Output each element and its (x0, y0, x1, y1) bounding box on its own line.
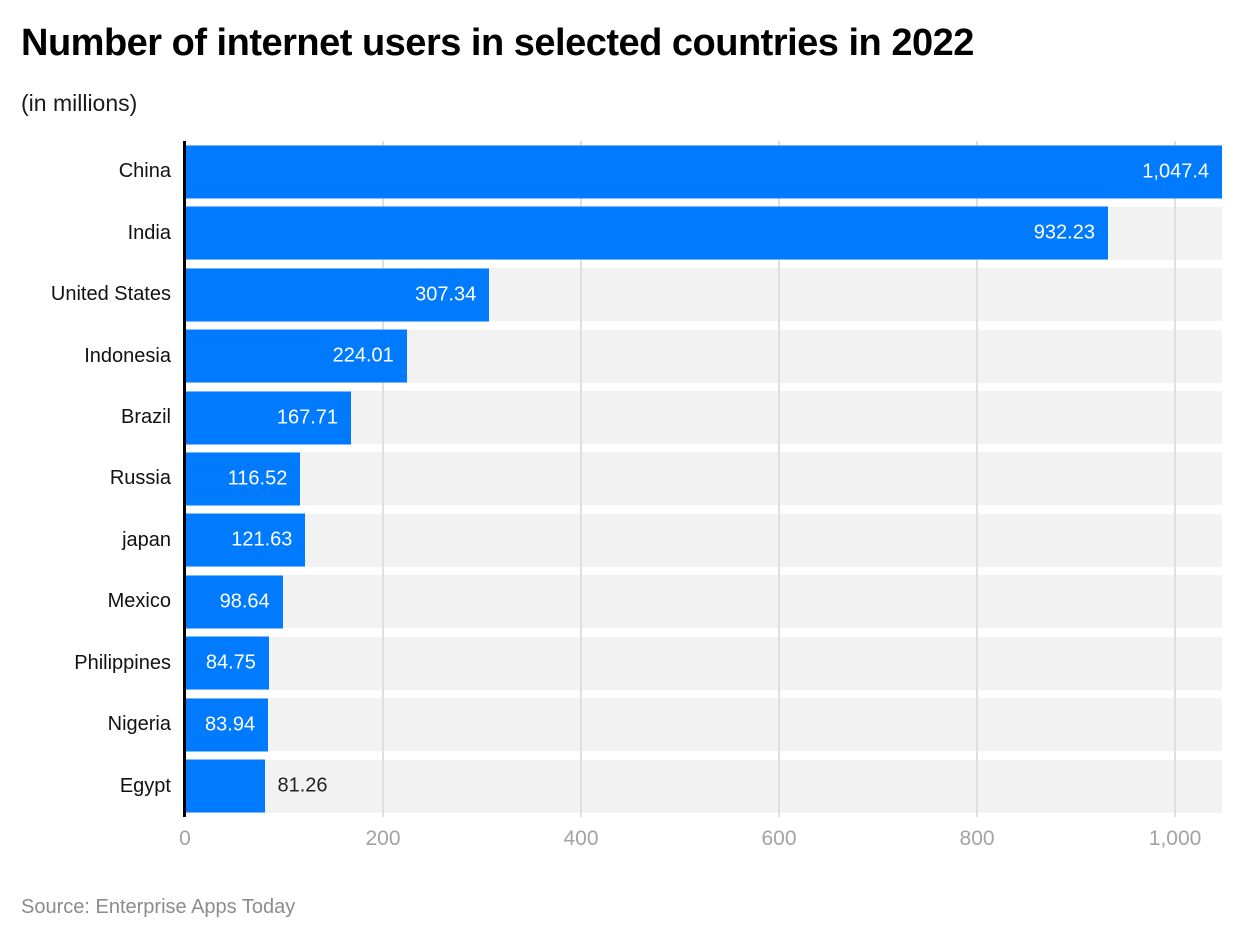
value-label: 121.63 (231, 528, 293, 551)
bar: 224.01 (185, 329, 407, 383)
bar: 1,047.4 (185, 145, 1222, 199)
value-label: 84.75 (205, 651, 256, 674)
value-label: 1,047.4 (1142, 160, 1209, 183)
category-label: Mexico (107, 590, 171, 613)
category-label: Egypt (119, 774, 171, 797)
category-label: Indonesia (84, 344, 171, 367)
chart-title: Number of internet users in selected cou… (21, 22, 974, 64)
x-tick-label-1,000: 1,000 (1148, 827, 1202, 850)
source-attribution: Source: Enterprise Apps Today (21, 896, 296, 918)
bar: 307.34 (185, 268, 490, 322)
category-label: India (127, 221, 171, 244)
category-label: Nigeria (107, 713, 171, 736)
bar-plot-cell: 83.94 (185, 694, 1222, 755)
bar-plot-cell: 224.01 (185, 325, 1222, 386)
bar-plot-cell: 307.34 (185, 264, 1222, 325)
bar-track (185, 759, 1222, 813)
bar-chart: China 1,047.4 India 932.23 United States 307.… (0, 141, 1222, 817)
x-axis-tick-labels: 0 200 400 600 800 1,000 (179, 827, 1222, 855)
bar-row: Philippines 84.75 (0, 633, 1222, 694)
category-label: China (118, 160, 171, 183)
x-tick-label-0: 0 (179, 827, 191, 850)
bar-row: China 1,047.4 (0, 141, 1222, 202)
bar-row: Indonesia 224.01 (0, 325, 1222, 386)
bar-row: Brazil 167.71 (0, 387, 1222, 448)
bar-plot-cell: 1,047.4 (185, 141, 1222, 202)
bar-plot-cell: 116.52 (185, 448, 1222, 509)
category-label: United States (50, 283, 171, 306)
value-label: 307.34 (415, 283, 477, 306)
x-tick-label-600: 600 (761, 827, 797, 850)
bar-track (185, 513, 1222, 567)
bar-track (185, 391, 1222, 445)
bar: 932.23 (185, 206, 1108, 260)
bar-plot-cell: 167.71 (185, 387, 1222, 448)
bar: 83.94 (185, 698, 269, 752)
category-label: japan (122, 528, 171, 551)
bar: 81.26 (185, 759, 328, 813)
bar-plot-cell: 932.23 (185, 202, 1222, 263)
category-label: Philippines (74, 651, 171, 674)
x-tick-label-800: 800 (959, 827, 995, 850)
y-axis-line (183, 141, 186, 817)
bar-row: Nigeria 83.94 (0, 694, 1222, 755)
bar: 121.63 (185, 513, 306, 567)
bar-row: Mexico 98.64 (0, 571, 1222, 632)
bar-track (185, 452, 1222, 506)
bar: 84.75 (185, 636, 269, 690)
x-tick-label-200: 200 (365, 827, 401, 850)
bar-plot-cell: 84.75 (185, 633, 1222, 694)
bar-plot-cell: 121.63 (185, 510, 1222, 571)
value-label: 224.01 (332, 344, 394, 367)
bar-plot-cell: 98.64 (185, 571, 1222, 632)
bar-track (185, 575, 1222, 629)
bar-track (185, 636, 1222, 690)
value-label: 81.26 (277, 774, 328, 797)
bar-row: United States 307.34 (0, 264, 1222, 325)
bar-row: India 932.23 (0, 202, 1222, 263)
bar: 116.52 (185, 452, 301, 506)
bar-track (185, 698, 1222, 752)
value-label: 83.94 (205, 713, 256, 736)
x-tick-label-400: 400 (563, 827, 599, 850)
value-label: 167.71 (276, 406, 339, 429)
value-label: 98.64 (219, 590, 270, 613)
bar: 98.64 (185, 575, 283, 629)
chart-subtitle: (in millions) (21, 90, 138, 116)
category-label: Russia (109, 467, 171, 490)
category-label: Brazil (120, 406, 171, 429)
bar-plot-cell: 81.26 (185, 756, 1222, 817)
bar-row: japan 121.63 (0, 510, 1222, 571)
value-label: 932.23 (1033, 221, 1095, 244)
value-label: 116.52 (227, 467, 288, 490)
bar: 167.71 (185, 391, 352, 445)
bar-row: Russia 116.52 (0, 448, 1222, 509)
bar-row: Egypt 81.26 (0, 756, 1222, 817)
